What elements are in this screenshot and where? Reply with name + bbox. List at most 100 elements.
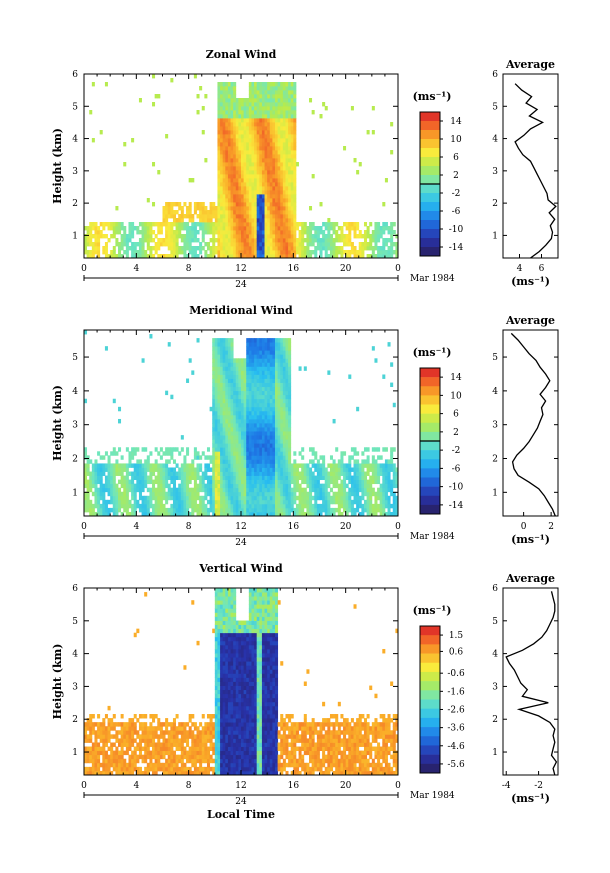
heatmap-cell	[269, 398, 273, 404]
heatmap-cell	[212, 210, 216, 215]
heatmap-cell	[246, 439, 250, 444]
heatmap-cell	[188, 234, 192, 239]
heatmap-cell	[238, 126, 242, 131]
heatmap-cell	[340, 487, 344, 493]
heatmap-cell	[246, 198, 250, 203]
heatmap-cell	[220, 114, 224, 119]
heatmap-cell	[272, 238, 276, 243]
heatmap-cell	[120, 479, 124, 485]
heatmap-cell	[269, 406, 273, 412]
heatmap-cell	[141, 495, 145, 501]
heatmap-cell	[282, 443, 286, 448]
heatmap-cell	[165, 206, 169, 211]
heatmap-cell	[280, 166, 284, 171]
heatmap-cell	[261, 230, 265, 235]
heatmap-cell	[371, 246, 375, 251]
heatmap-cell	[261, 158, 265, 163]
heatmap-cell	[217, 190, 221, 195]
heatmap-cell	[314, 495, 318, 501]
heatmap-cell	[293, 234, 297, 239]
heatmap-cell	[256, 158, 260, 163]
heatmap-cell	[144, 495, 148, 501]
heatmap-cell	[230, 511, 234, 517]
heatmap-cell	[327, 238, 331, 243]
heatmap-cell	[261, 455, 265, 460]
heatmap-cell	[196, 483, 200, 489]
heatmap-cell	[214, 483, 218, 489]
heatmap-cell	[290, 186, 294, 191]
heatmap-cell	[288, 110, 292, 115]
heatmap-cell	[212, 443, 216, 448]
heatmap-cell	[248, 406, 252, 412]
heatmap-cell	[212, 455, 216, 460]
heatmap-cell	[227, 146, 231, 151]
heatmap-cell	[248, 378, 252, 383]
heatmap-cell	[248, 218, 252, 223]
heatmap-cell	[361, 511, 365, 517]
heatmap-cell	[288, 186, 292, 191]
heatmap-cell	[280, 394, 284, 400]
heatmap-cell	[227, 126, 231, 131]
heatmap-cell	[220, 246, 224, 251]
heatmap-cell	[230, 210, 234, 215]
heatmap-cell	[235, 491, 239, 497]
heatmap-cell	[118, 471, 122, 476]
heatmap-cell	[222, 222, 226, 227]
heatmap-cell	[311, 110, 315, 115]
heatmap-cell	[345, 475, 349, 481]
heatmap-cell	[256, 94, 260, 99]
heatmap-cell	[371, 463, 375, 468]
heatmap-cell	[196, 338, 200, 343]
heatmap-cell	[172, 447, 176, 452]
heatmap-cell	[353, 234, 357, 239]
heatmap-cell	[254, 226, 258, 231]
heatmap-cell	[94, 499, 98, 505]
heatmap-cell	[356, 170, 360, 175]
heatmap-cell	[94, 750, 98, 756]
heatmap-cell	[267, 146, 271, 151]
heatmap-cell	[178, 234, 182, 239]
heatmap-cell	[374, 222, 378, 227]
heatmap-cell	[102, 742, 106, 747]
heatmap-cell	[387, 483, 391, 489]
heatmap-cell	[178, 491, 182, 497]
heatmap-cell	[261, 110, 265, 115]
heatmap-cell	[371, 491, 375, 497]
heatmap-cell	[377, 491, 381, 497]
heatmap-cell	[248, 138, 252, 143]
heatmap-cell	[241, 443, 245, 448]
heatmap-cell	[233, 190, 237, 195]
heatmap-cell	[120, 750, 124, 756]
heatmap-cell	[256, 234, 260, 239]
heatmap-cell	[230, 90, 234, 95]
heatmap-cell	[217, 511, 221, 517]
heatmap-cell	[337, 238, 341, 243]
heatmap-cell	[183, 202, 187, 207]
heatmap-cell	[149, 499, 153, 505]
heatmap-cell	[358, 230, 362, 235]
heatmap-cell	[125, 254, 129, 259]
heatmap-cell	[248, 475, 252, 481]
heatmap-cell	[261, 154, 265, 159]
heatmap-cell	[324, 222, 328, 227]
heatmap-cell	[272, 459, 276, 464]
heatmap-cell	[227, 114, 231, 119]
heatmap-cell	[267, 366, 271, 371]
heatmap-cell	[285, 150, 289, 155]
heatmap-cell	[277, 154, 281, 159]
heatmap-cell	[222, 150, 226, 155]
heatmap-cell	[206, 455, 210, 460]
heatmap-cell	[282, 198, 286, 203]
heatmap-cell	[201, 479, 205, 485]
heatmap-cell	[241, 162, 245, 167]
heatmap-cell	[392, 402, 396, 408]
heatmap-cell	[86, 722, 90, 727]
heatmap-cell	[272, 418, 276, 424]
colorbar-swatch	[420, 377, 440, 387]
heatmap-cell	[225, 154, 229, 159]
heatmap-cell	[104, 451, 108, 456]
heatmap-cell	[230, 354, 234, 359]
heatmap-cell	[290, 463, 294, 468]
heatmap-cell	[220, 374, 224, 379]
heatmap-cell	[264, 202, 268, 207]
